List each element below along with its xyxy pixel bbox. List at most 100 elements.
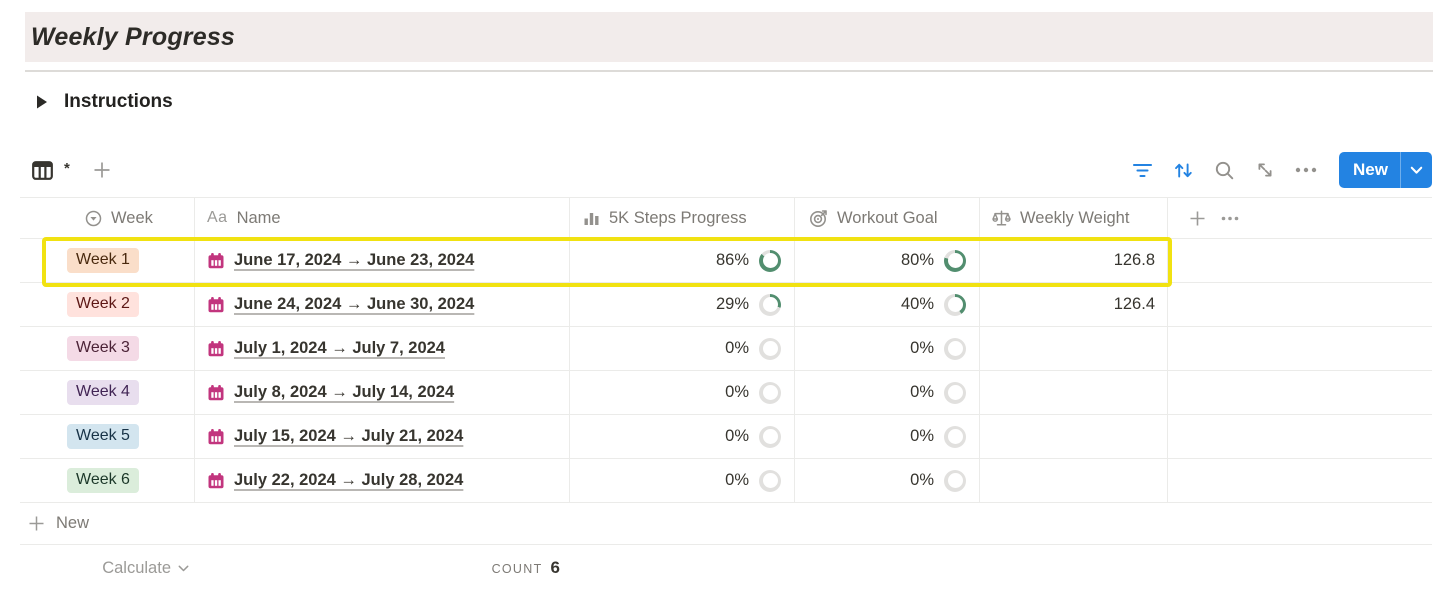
- column-label: Name: [236, 208, 281, 227]
- progress-ring: [759, 293, 781, 316]
- name-cell[interactable]: June 24, 2024 → June 30, 2024: [195, 283, 570, 326]
- column-header-week[interactable]: Week: [20, 198, 195, 238]
- week-tag[interactable]: Week 3: [67, 336, 139, 361]
- name-cell[interactable]: July 15, 2024 → July 21, 2024: [195, 415, 570, 458]
- new-button[interactable]: New: [1339, 152, 1432, 188]
- weekly-progress-table: Week Aa Name 5K Steps Progress Workout G…: [20, 197, 1432, 591]
- date-range-link[interactable]: July 8, 2024 → July 14, 2024: [234, 383, 455, 401]
- new-button-label[interactable]: New: [1353, 160, 1388, 179]
- chevron-down-icon: [178, 565, 189, 571]
- steps-cell[interactable]: 0%: [570, 415, 795, 458]
- workout-cell[interactable]: 0%: [795, 459, 980, 502]
- date-range-link[interactable]: July 15, 2024 → July 21, 2024: [234, 427, 464, 445]
- column-header-steps[interactable]: 5K Steps Progress: [570, 198, 795, 238]
- weight-cell[interactable]: [980, 459, 1168, 502]
- progress-ring: [944, 469, 966, 492]
- add-view-icon[interactable]: [92, 160, 112, 180]
- week-cell[interactable]: Week 4: [20, 371, 195, 414]
- table-row[interactable]: Week 3 July 1, 2024 → July 7, 2024 0% 0%: [20, 327, 1432, 371]
- sort-icon[interactable]: [1171, 158, 1195, 182]
- calendar-icon: [208, 384, 224, 400]
- workout-cell[interactable]: 0%: [795, 327, 980, 370]
- column-header-weight[interactable]: Weekly Weight: [980, 198, 1168, 238]
- workout-percent: 40%: [900, 295, 934, 313]
- column-label: Weekly Weight: [1020, 208, 1130, 227]
- weight-cell[interactable]: [980, 371, 1168, 414]
- week-cell[interactable]: Week 3: [20, 327, 195, 370]
- steps-cell[interactable]: 0%: [570, 371, 795, 414]
- calculate-dropdown[interactable]: Calculate: [102, 559, 189, 578]
- steps-cell[interactable]: 29%: [570, 283, 795, 326]
- week-tag[interactable]: Week 5: [67, 424, 139, 449]
- week-cell[interactable]: Week 6: [20, 459, 195, 502]
- expand-icon[interactable]: [1253, 158, 1277, 182]
- week-tag[interactable]: Week 1: [67, 248, 139, 273]
- extra-cell: [1168, 327, 1432, 370]
- steps-cell[interactable]: 0%: [570, 327, 795, 370]
- weight-cell[interactable]: [980, 415, 1168, 458]
- filter-icon[interactable]: [1130, 158, 1154, 182]
- date-range-link[interactable]: June 24, 2024 → June 30, 2024: [234, 295, 475, 313]
- workout-percent: 0%: [910, 383, 934, 401]
- workout-cell[interactable]: 0%: [795, 415, 980, 458]
- new-dropdown-icon[interactable]: [1401, 152, 1432, 188]
- week-cell[interactable]: Week 1: [20, 239, 195, 282]
- table-row[interactable]: Week 6 July 22, 2024 → July 28, 2024 0% …: [20, 459, 1432, 503]
- workout-cell[interactable]: 40%: [795, 283, 980, 326]
- extra-cell: [1168, 371, 1432, 414]
- date-range-link[interactable]: June 17, 2024 → June 23, 2024: [234, 251, 475, 269]
- name-cell[interactable]: July 22, 2024 → July 28, 2024: [195, 459, 570, 502]
- view-name[interactable]: *: [64, 159, 70, 177]
- calendar-icon: [208, 252, 224, 268]
- table-row[interactable]: Week 2 June 24, 2024 → June 30, 2024 29%…: [20, 283, 1432, 327]
- weight-cell[interactable]: [980, 327, 1168, 370]
- column-header-workout[interactable]: Workout Goal: [795, 198, 980, 238]
- table-header-row: Week Aa Name 5K Steps Progress Workout G…: [20, 197, 1432, 239]
- extra-cell: [1168, 283, 1432, 326]
- more-options-icon[interactable]: [1294, 158, 1318, 182]
- steps-percent: 0%: [725, 427, 749, 445]
- scale-icon: [992, 210, 1011, 226]
- week-cell[interactable]: Week 5: [20, 415, 195, 458]
- steps-cell[interactable]: 86%: [570, 239, 795, 282]
- instructions-toggle[interactable]: Instructions: [36, 89, 173, 115]
- add-row-button[interactable]: New: [20, 503, 1432, 545]
- week-tag[interactable]: Week 4: [67, 380, 139, 405]
- steps-percent: 0%: [725, 471, 749, 489]
- week-tag[interactable]: Week 2: [67, 292, 139, 317]
- name-cell[interactable]: July 8, 2024 → July 14, 2024: [195, 371, 570, 414]
- table-row[interactable]: Week 1 June 17, 2024 → June 23, 2024 86%…: [20, 239, 1432, 283]
- title-property-icon: Aa: [207, 209, 228, 226]
- week-cell[interactable]: Week 2: [20, 283, 195, 326]
- table-options-icon[interactable]: [1218, 206, 1242, 230]
- progress-ring: [759, 469, 781, 492]
- table-view-icon[interactable]: [30, 158, 54, 182]
- weight-cell[interactable]: 126.8: [980, 239, 1168, 282]
- progress-ring: [759, 249, 781, 272]
- week-tag[interactable]: Week 6: [67, 468, 139, 493]
- extra-cell: [1168, 459, 1432, 502]
- workout-cell[interactable]: 0%: [795, 371, 980, 414]
- table-row[interactable]: Week 5 July 15, 2024 → July 21, 2024 0% …: [20, 415, 1432, 459]
- steps-cell[interactable]: 0%: [570, 459, 795, 502]
- footer-count[interactable]: count 6: [195, 558, 570, 578]
- database-toolbar: *: [0, 150, 1456, 190]
- name-cell[interactable]: July 1, 2024 → July 7, 2024: [195, 327, 570, 370]
- progress-ring: [944, 337, 966, 360]
- weight-cell[interactable]: 126.4: [980, 283, 1168, 326]
- toggle-triangle-icon[interactable]: [36, 95, 48, 109]
- toolbar-actions: New: [1130, 150, 1432, 190]
- workout-cell[interactable]: 80%: [795, 239, 980, 282]
- name-cell[interactable]: June 17, 2024 → June 23, 2024: [195, 239, 570, 282]
- column-header-name[interactable]: Aa Name: [195, 198, 570, 238]
- workout-percent: 80%: [900, 251, 934, 269]
- search-icon[interactable]: [1212, 158, 1236, 182]
- progress-ring: [944, 249, 966, 272]
- add-column-icon[interactable]: [1185, 206, 1209, 230]
- date-range-link[interactable]: July 22, 2024 → July 28, 2024: [234, 471, 464, 489]
- count-label: count: [491, 562, 543, 576]
- steps-percent: 0%: [725, 383, 749, 401]
- table-row[interactable]: Week 4 July 8, 2024 → July 14, 2024 0% 0…: [20, 371, 1432, 415]
- plus-icon: [29, 516, 44, 531]
- date-range-link[interactable]: July 1, 2024 → July 7, 2024: [234, 339, 445, 357]
